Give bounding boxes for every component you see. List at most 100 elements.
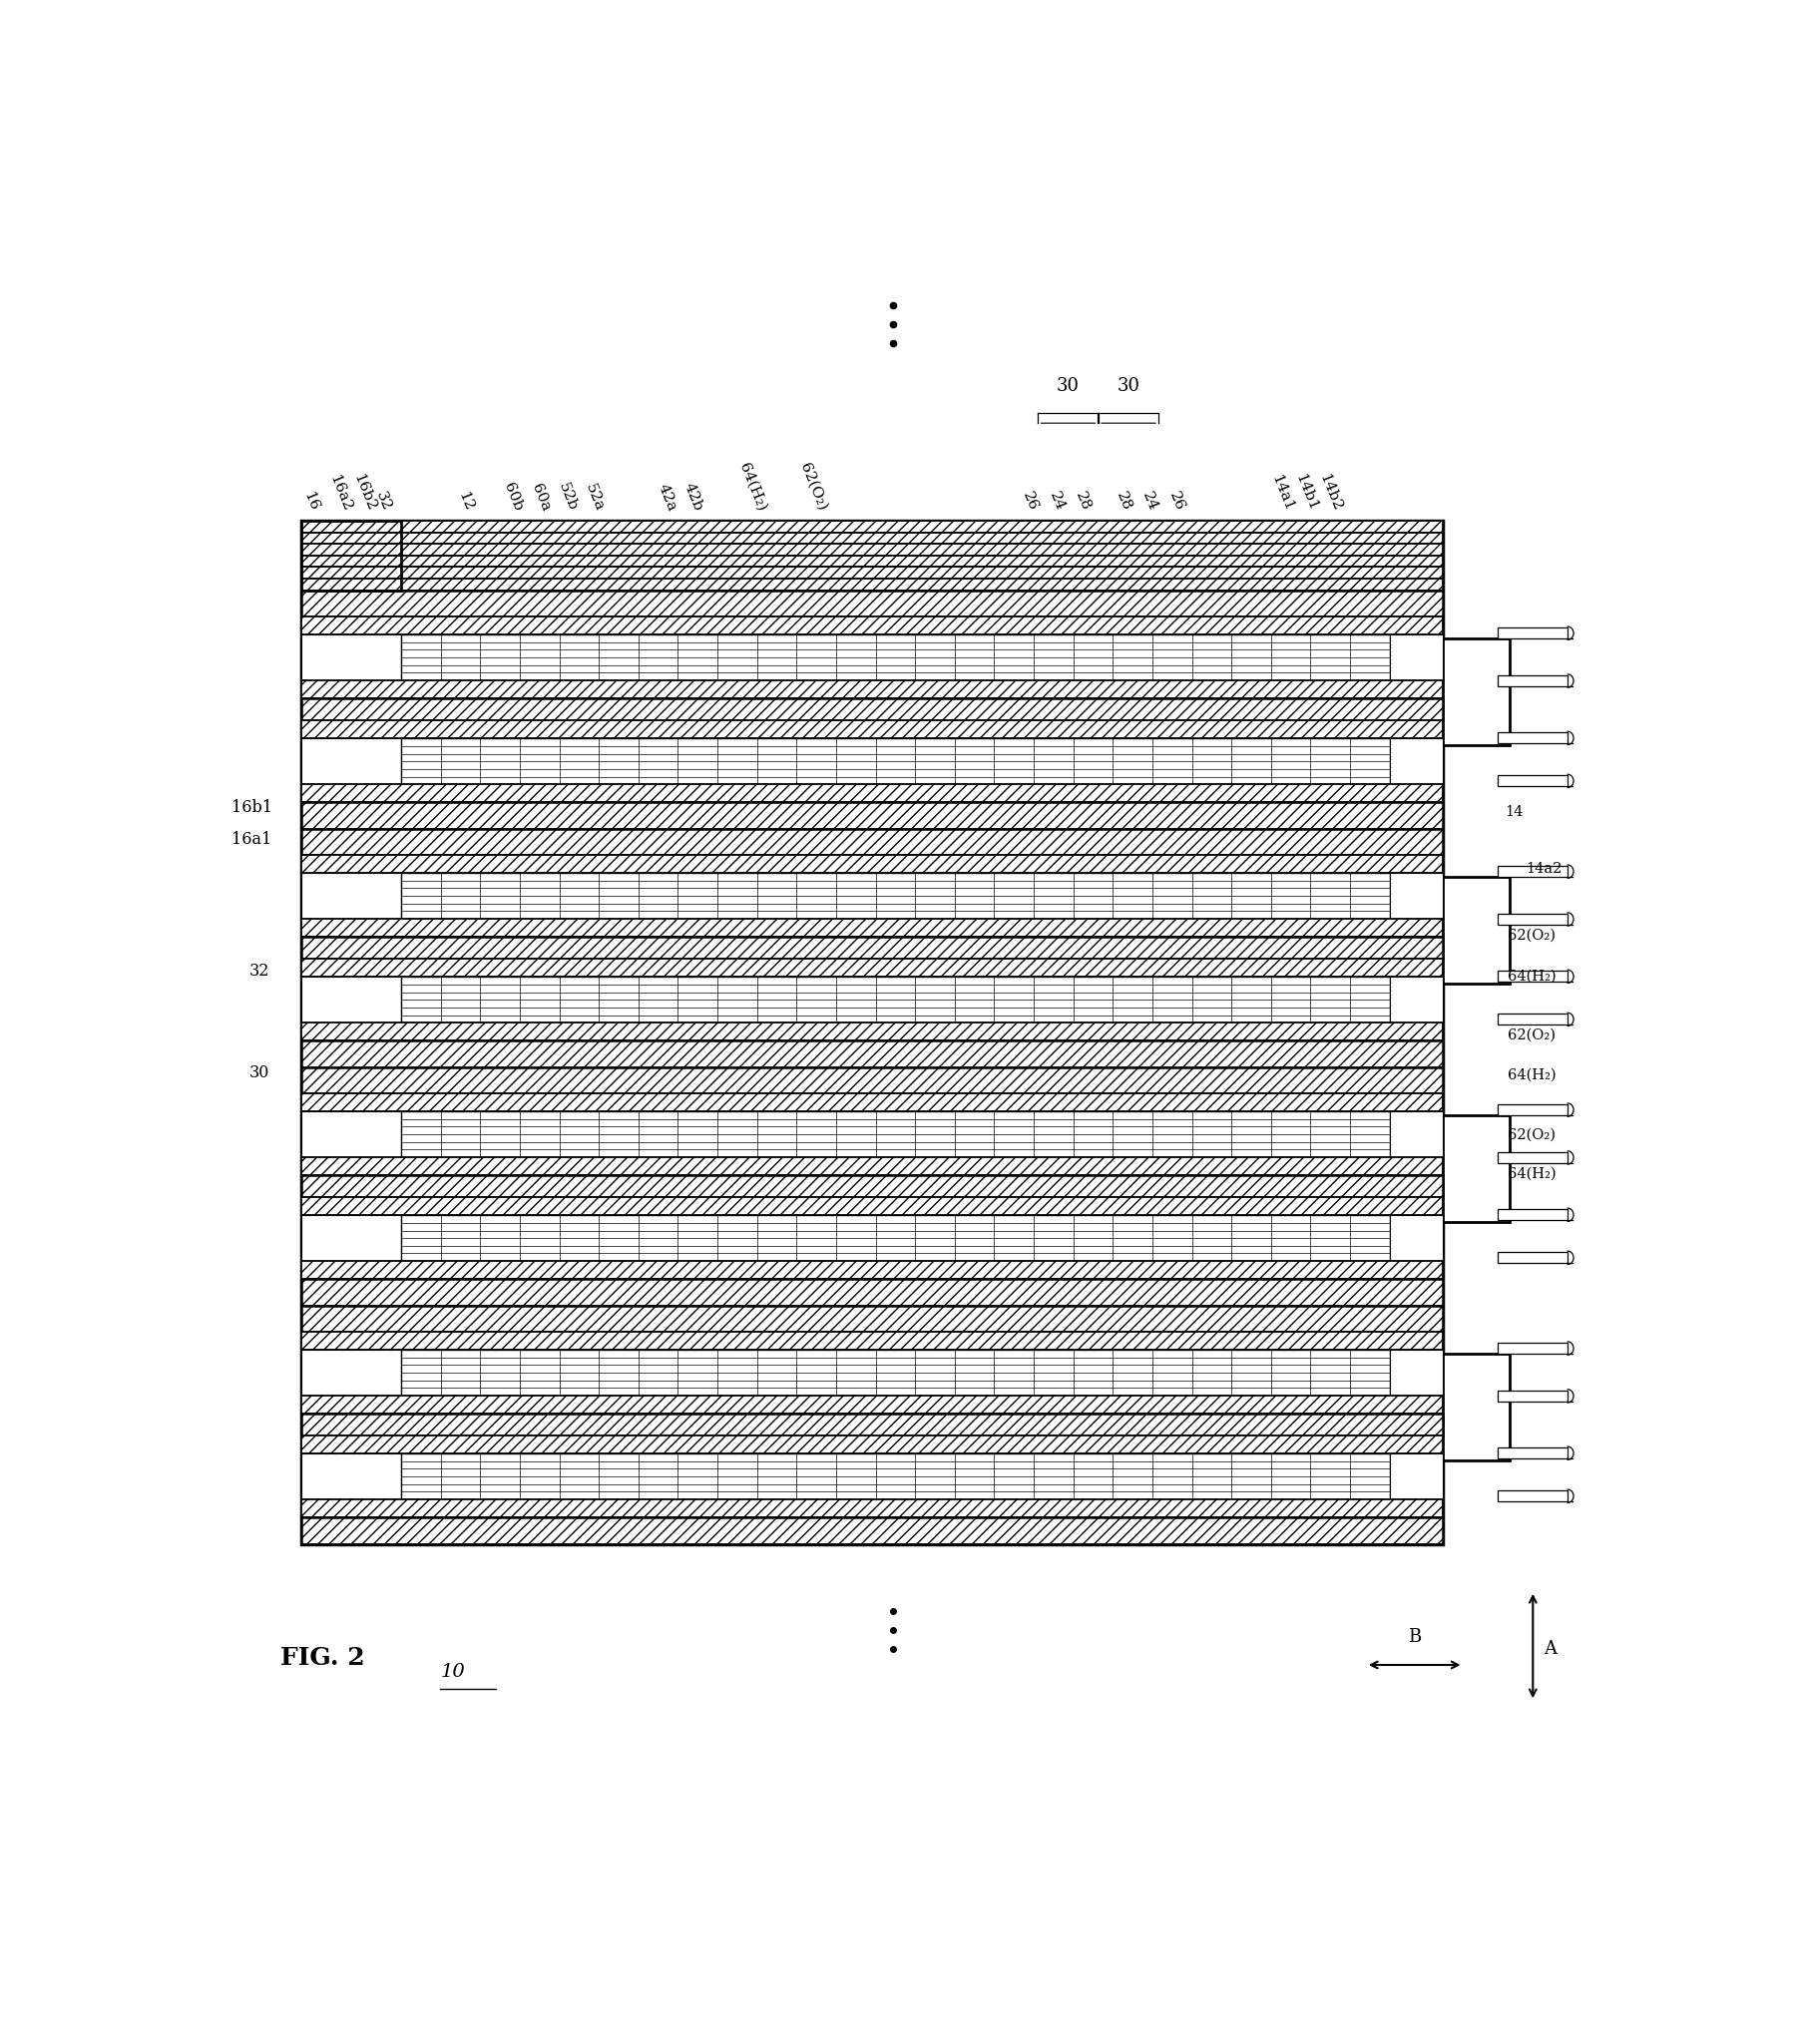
Bar (302, 854, 1442, 873)
Bar (302, 521, 1442, 531)
Text: 32: 32 (374, 491, 393, 513)
Bar (1498, 1390, 1568, 1402)
Bar (302, 1112, 401, 1157)
Bar (1498, 1253, 1568, 1263)
Bar (1390, 977, 1442, 1022)
Bar (302, 936, 1442, 959)
Text: 62(O₂): 62(O₂) (1509, 928, 1555, 942)
Bar (302, 544, 1442, 556)
Bar (1498, 1210, 1568, 1220)
Bar (1390, 1453, 1442, 1500)
Text: 14b2: 14b2 (1316, 472, 1345, 513)
Bar (1498, 675, 1568, 687)
Bar (1498, 732, 1568, 744)
Bar (401, 977, 1390, 1022)
Bar (302, 1349, 401, 1396)
Bar (302, 1396, 1442, 1414)
Bar (302, 521, 1442, 1543)
Text: 32: 32 (250, 963, 269, 979)
Text: 64(H₂): 64(H₂) (1509, 969, 1557, 983)
Text: 26: 26 (1020, 491, 1040, 513)
Bar (302, 617, 1442, 634)
Bar (302, 1306, 1442, 1333)
Bar (401, 738, 1390, 785)
Text: 16a2: 16a2 (327, 472, 354, 513)
Bar (302, 873, 401, 918)
Bar (302, 918, 1442, 936)
Bar (302, 634, 401, 681)
Bar (401, 1216, 1390, 1261)
Bar (302, 818, 408, 1067)
Bar (302, 1435, 1442, 1453)
Bar (302, 959, 1442, 977)
Bar (302, 591, 401, 828)
Bar (302, 1175, 1442, 1198)
Text: 24: 24 (1140, 491, 1160, 513)
Bar (401, 873, 1390, 918)
Bar (1390, 1349, 1442, 1396)
Text: 52b: 52b (555, 480, 580, 513)
Text: 12: 12 (454, 491, 476, 513)
Bar (1498, 1343, 1568, 1353)
Bar (1442, 638, 1509, 746)
Bar (1442, 1116, 1509, 1222)
Text: 60a: 60a (530, 480, 553, 513)
Bar (1498, 971, 1568, 981)
Bar (302, 1040, 1442, 1067)
Bar (302, 1157, 1442, 1175)
Text: 64(H₂): 64(H₂) (736, 460, 769, 513)
Text: 16a1: 16a1 (232, 832, 271, 848)
Text: 14: 14 (1505, 805, 1523, 820)
Bar (302, 566, 1442, 578)
Text: 30: 30 (250, 1065, 269, 1081)
Text: 14b1: 14b1 (1293, 472, 1320, 513)
Bar (401, 1453, 1390, 1500)
Bar (302, 722, 1442, 738)
Text: 24: 24 (1047, 491, 1067, 513)
Bar (1498, 1490, 1568, 1502)
Bar (302, 699, 1442, 722)
Bar (302, 785, 1442, 803)
Bar (302, 521, 401, 591)
Bar (302, 681, 1442, 699)
Bar (1498, 775, 1568, 787)
Bar (302, 591, 1442, 617)
Bar (1498, 1153, 1568, 1163)
Bar (302, 977, 401, 1022)
Text: 52a: 52a (584, 482, 607, 513)
Bar (302, 1414, 1442, 1435)
Bar (302, 1333, 1442, 1349)
Text: 60b: 60b (501, 480, 524, 513)
Bar (401, 1112, 1390, 1157)
Bar (302, 803, 1442, 828)
Text: 16b1: 16b1 (232, 799, 273, 816)
Bar (302, 1261, 1442, 1280)
Bar (1390, 1216, 1442, 1261)
Bar (302, 1517, 1442, 1543)
Bar (1498, 1014, 1568, 1024)
Bar (302, 1022, 1442, 1040)
Text: A: A (1545, 1639, 1557, 1658)
Bar (302, 578, 1442, 591)
Text: 30: 30 (1117, 376, 1140, 394)
Bar (1498, 1104, 1568, 1116)
Bar (1390, 873, 1442, 918)
Bar (1498, 914, 1568, 924)
Bar (1498, 1447, 1568, 1459)
Text: 62(O₂): 62(O₂) (797, 462, 830, 513)
Bar (302, 1094, 1442, 1112)
Bar (302, 1067, 1442, 1094)
Text: 62(O₂): 62(O₂) (1509, 1128, 1555, 1141)
Bar (401, 1349, 1390, 1396)
Text: 42b: 42b (681, 480, 706, 513)
Text: 42a: 42a (656, 480, 679, 513)
Text: 14a2: 14a2 (1527, 863, 1563, 875)
Bar (302, 828, 1442, 854)
Bar (302, 1216, 401, 1261)
Bar (1390, 738, 1442, 785)
Bar (302, 556, 1442, 566)
Text: 16b2: 16b2 (350, 472, 377, 513)
Text: 28: 28 (1114, 491, 1133, 513)
Text: 10: 10 (440, 1662, 465, 1680)
Bar (1442, 877, 1509, 983)
